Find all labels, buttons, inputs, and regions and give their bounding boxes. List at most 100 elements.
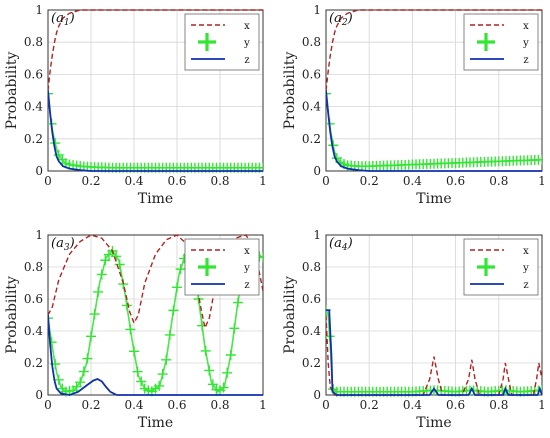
legend-label-x: x [244, 246, 250, 257]
y-axis-title: Probability [282, 276, 298, 354]
legend: xyz [463, 238, 539, 296]
legend-swatch-y [198, 258, 216, 276]
data-point-y [48, 313, 53, 324]
y-tick-label: 0.4 [302, 324, 321, 338]
x-tick-label: 0.8 [489, 174, 508, 188]
legend-swatch-y [477, 33, 495, 51]
y-tick-label: 0.8 [302, 35, 321, 49]
legend: xyz [184, 238, 260, 296]
legend: xyz [463, 13, 539, 71]
data-point-y [200, 345, 211, 356]
series-group [326, 305, 542, 397]
x-tick-label: 0.2 [81, 174, 100, 188]
y-tick-label: 0.6 [302, 67, 321, 81]
data-point-y [164, 329, 175, 340]
x-tick-label: 0.6 [167, 174, 186, 188]
x-tick-label: 1 [259, 398, 267, 412]
data-point-y [225, 350, 236, 360]
data-point-y [229, 323, 240, 334]
x-tick-label: 0.8 [489, 398, 508, 412]
y-tick-label: 0.2 [24, 132, 43, 146]
y-tick-label: 1 [35, 3, 43, 17]
data-point-y [175, 264, 186, 275]
y-tick-label: 0.2 [24, 356, 43, 370]
x-tick-label: 0.2 [81, 398, 100, 412]
y-tick-label: 0 [35, 388, 43, 402]
data-point-y [132, 366, 143, 377]
data-point-y [78, 366, 89, 377]
data-point-y [161, 354, 172, 365]
data-point-y [326, 88, 331, 99]
x-tick-label: 0.4 [124, 398, 143, 412]
legend-label-y: y [243, 263, 250, 274]
data-point-y [193, 294, 204, 304]
series-group [326, 9, 542, 172]
x-tick-label: 0.4 [403, 398, 422, 412]
y-tick-label: 0.8 [302, 260, 321, 274]
y-axis-title: Probability [4, 52, 20, 130]
x-tick-label: 0.8 [210, 174, 229, 188]
x-axis-title: Time [416, 415, 451, 431]
series-line-z [326, 90, 542, 172]
data-point-y [157, 369, 168, 380]
panel-a4: 0 0.2 0.4 0.6 0.8 1 0 0.2 0.4 0.6 0.8 1 (a4) xyz Time P… [282, 228, 546, 431]
y-tick-label: 0.4 [24, 100, 43, 114]
y-tick-label: 0 [313, 388, 321, 402]
y-tick-label: 1 [35, 228, 43, 242]
data-point-y [100, 255, 111, 266]
legend-label-x: x [523, 21, 529, 32]
data-point-y [172, 282, 182, 293]
x-axis-title: Time [138, 191, 173, 207]
y-tick-label: 0.6 [24, 292, 43, 306]
x-tick-label: 1 [538, 174, 546, 188]
legend-box [463, 13, 539, 71]
x-tick-label: 0.4 [403, 174, 422, 188]
y-tick-label: 0.4 [302, 100, 321, 114]
data-point-y [204, 365, 215, 376]
data-point-y [232, 297, 243, 308]
data-point-y [125, 324, 136, 335]
legend: xyz [184, 13, 260, 71]
data-point-y [258, 162, 263, 173]
legend-box [184, 13, 260, 71]
panel-a3: 0 0.2 0.4 0.6 0.8 1 0 0.2 0.4 0.6 0.8 1 (a3) xyz Time P… [4, 228, 267, 431]
y-tick-label: 1 [313, 228, 321, 242]
data-point-y [154, 380, 165, 391]
panel-label: (a2) [329, 11, 353, 28]
legend-label-z: z [523, 55, 528, 66]
legend-label-y: y [522, 38, 529, 49]
x-tick-label: 0.6 [167, 398, 186, 412]
legend-label-y: y [243, 38, 250, 49]
data-point-y [207, 379, 218, 390]
series-line-z [48, 314, 263, 396]
x-tick-label: 0.6 [446, 398, 465, 412]
y-axis-title: Probability [4, 276, 20, 354]
x-tick-label: 0 [44, 398, 52, 412]
x-tick-label: 0 [322, 174, 330, 188]
series-group [48, 9, 263, 173]
data-point-y [168, 305, 179, 316]
legend-label-y: y [522, 263, 529, 274]
y-tick-label: 0 [35, 164, 43, 178]
data-point-y [86, 331, 96, 342]
data-point-y [75, 377, 86, 388]
x-tick-label: 0 [44, 174, 52, 188]
x-tick-label: 1 [538, 398, 546, 412]
data-point-y [218, 382, 229, 393]
data-point-y [82, 353, 93, 364]
y-tick-label: 0.2 [302, 356, 321, 370]
data-point-y [136, 376, 147, 387]
data-point-y [258, 252, 263, 263]
data-point-y [48, 88, 53, 99]
x-axis-title: Time [138, 415, 173, 431]
data-point-y [96, 269, 107, 280]
data-point-y [53, 374, 64, 385]
legend-label-x: x [523, 246, 529, 257]
panel-label: (a1) [51, 11, 75, 28]
legend-label-x: x [244, 21, 250, 32]
legend-swatch-y [477, 258, 495, 276]
legend-box [463, 238, 539, 296]
y-tick-label: 0.6 [302, 292, 321, 306]
x-tick-label: 0.4 [124, 174, 143, 188]
